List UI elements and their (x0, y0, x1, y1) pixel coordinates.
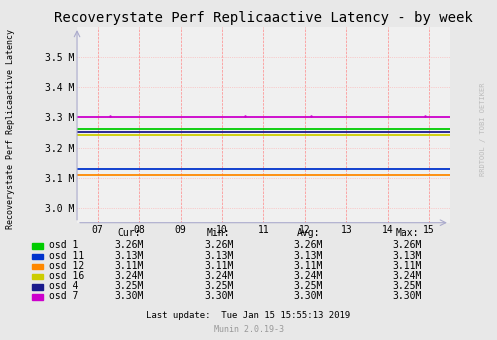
Text: 3.30M: 3.30M (114, 291, 144, 302)
Text: osd 12: osd 12 (49, 261, 84, 271)
Title: Recoverystate Perf Replicaactive Latency - by week: Recoverystate Perf Replicaactive Latency… (54, 11, 473, 24)
Text: 3.24M: 3.24M (204, 271, 234, 281)
Text: 3.11M: 3.11M (393, 261, 422, 271)
Text: 3.30M: 3.30M (293, 291, 323, 302)
Text: Min:: Min: (207, 228, 231, 238)
Text: 3.24M: 3.24M (114, 271, 144, 281)
Text: 3.24M: 3.24M (293, 271, 323, 281)
Text: 3.13M: 3.13M (204, 251, 234, 261)
Text: 3.26M: 3.26M (114, 240, 144, 251)
Text: Last update:  Tue Jan 15 15:55:13 2019: Last update: Tue Jan 15 15:55:13 2019 (147, 311, 350, 320)
Text: osd 4: osd 4 (49, 281, 78, 291)
Text: 3.25M: 3.25M (114, 281, 144, 291)
Text: Max:: Max: (396, 228, 419, 238)
Text: Recoverystate Perf Replicaactive Latency: Recoverystate Perf Replicaactive Latency (6, 29, 15, 229)
Text: 3.26M: 3.26M (393, 240, 422, 251)
Text: Avg:: Avg: (296, 228, 320, 238)
Text: 3.25M: 3.25M (293, 281, 323, 291)
Text: 3.30M: 3.30M (393, 291, 422, 302)
Text: Munin 2.0.19-3: Munin 2.0.19-3 (214, 325, 283, 334)
Text: 3.25M: 3.25M (204, 281, 234, 291)
Text: 3.24M: 3.24M (393, 271, 422, 281)
Text: 3.11M: 3.11M (293, 261, 323, 271)
Text: 3.26M: 3.26M (204, 240, 234, 251)
Text: 3.11M: 3.11M (114, 261, 144, 271)
Text: 3.13M: 3.13M (114, 251, 144, 261)
Text: 3.13M: 3.13M (393, 251, 422, 261)
Text: osd 16: osd 16 (49, 271, 84, 281)
Text: 3.25M: 3.25M (393, 281, 422, 291)
Text: Cur:: Cur: (117, 228, 141, 238)
Text: 3.30M: 3.30M (204, 291, 234, 302)
Text: RRDTOOL / TOBI OETIKER: RRDTOOL / TOBI OETIKER (480, 82, 486, 176)
Text: 3.13M: 3.13M (293, 251, 323, 261)
Text: 3.26M: 3.26M (293, 240, 323, 251)
Text: osd 7: osd 7 (49, 291, 78, 302)
Text: osd 1: osd 1 (49, 240, 78, 251)
Text: 3.11M: 3.11M (204, 261, 234, 271)
Text: osd 11: osd 11 (49, 251, 84, 261)
